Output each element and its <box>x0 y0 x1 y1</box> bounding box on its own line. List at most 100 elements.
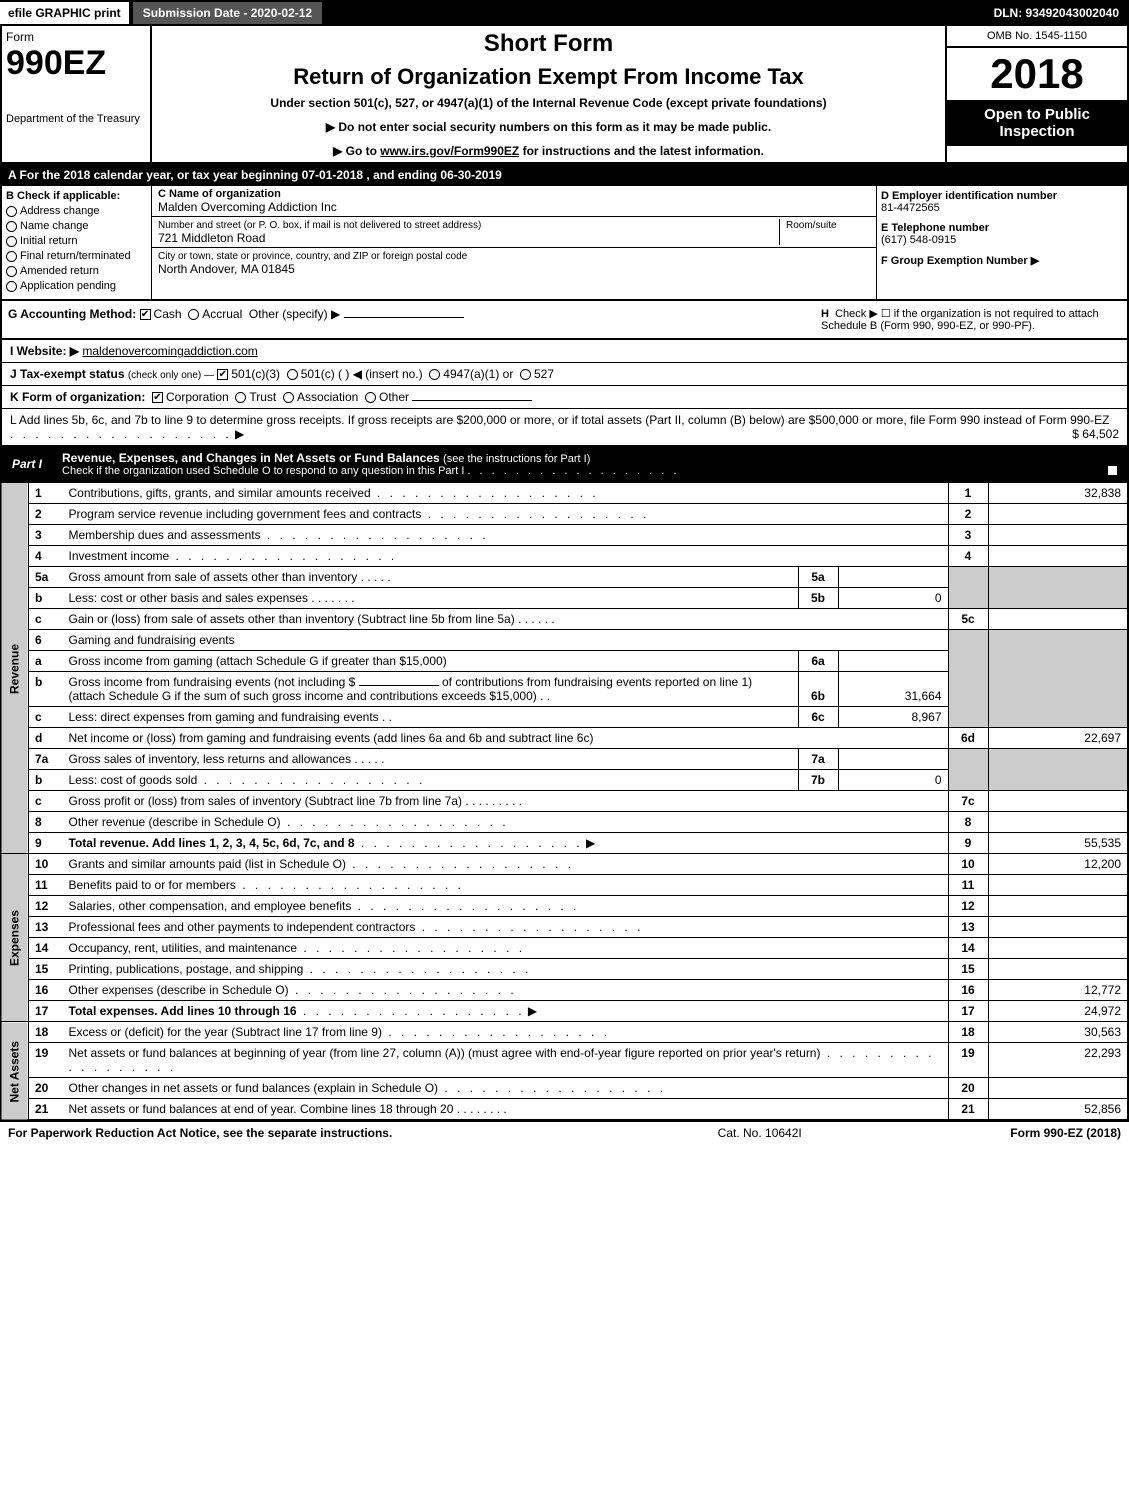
ln2-val <box>988 504 1128 525</box>
irs-link[interactable]: www.irs.gov/Form990EZ <box>380 144 519 158</box>
section-g: G Accounting Method: Cash Accrual Other … <box>8 307 821 332</box>
ln14-desc: Occupancy, rent, utilities, and maintena… <box>69 941 298 955</box>
ln10-val: 12,200 <box>988 854 1128 875</box>
chk-amended-return[interactable]: Amended return <box>6 265 147 277</box>
ln5c-desc: Gain or (loss) from sale of assets other… <box>69 612 515 626</box>
ln9-desc: Total revenue. Add lines 1, 2, 3, 4, 5c,… <box>69 836 355 850</box>
j-501c3-checkbox[interactable] <box>217 369 228 380</box>
instructions-link-line: ▶ Go to www.irs.gov/Form990EZ for instru… <box>162 144 935 158</box>
ln6b-pre: Gross income from fundraising events (no… <box>69 675 356 689</box>
footer: For Paperwork Reduction Act Notice, see … <box>0 1121 1129 1144</box>
chk-application-pending[interactable]: Application pending <box>6 280 147 292</box>
form-number: 990EZ <box>6 44 146 83</box>
line-6d: d Net income or (loss) from gaming and f… <box>1 728 1128 749</box>
section-b-header: B Check if applicable: <box>6 190 147 202</box>
ln18-desc: Excess or (deficit) for the year (Subtra… <box>69 1025 382 1039</box>
part1-table: Revenue 1 Contributions, gifts, grants, … <box>0 482 1129 1121</box>
open-to-public: Open to Public Inspection <box>947 100 1127 146</box>
section-c: C Name of organization Malden Overcoming… <box>152 186 877 299</box>
k-assoc-radio[interactable] <box>283 392 294 403</box>
ln13-val <box>988 917 1128 938</box>
form-id-block: Form 990EZ Department of the Treasury <box>2 26 152 162</box>
chk-initial-return[interactable]: Initial return <box>6 235 147 247</box>
section-k: K Form of organization: Corporation Trus… <box>0 386 1129 409</box>
g-label: G Accounting Method: <box>8 307 136 321</box>
part1-check-text: Check if the organization used Schedule … <box>62 465 464 477</box>
ln12-val <box>988 896 1128 917</box>
ln8-desc: Other revenue (describe in Schedule O) <box>69 815 281 829</box>
ln16-desc: Other expenses (describe in Schedule O) <box>69 983 289 997</box>
chk-name-change[interactable]: Name change <box>6 220 147 232</box>
line-12: 12 Salaries, other compensation, and emp… <box>1 896 1128 917</box>
street-label: Number and street (or P. O. box, if mail… <box>158 220 481 231</box>
org-name: Malden Overcoming Addiction Inc <box>158 200 870 214</box>
ln4-val <box>988 546 1128 567</box>
j-opt2: 501(c) ( ) ◀ (insert no.) <box>301 367 423 381</box>
form-header: Form 990EZ Department of the Treasury Sh… <box>0 26 1129 164</box>
period-bar: A For the 2018 calendar year, or tax yea… <box>0 164 1129 186</box>
section-h: H Check ▶ ☐ if the organization is not r… <box>821 307 1121 332</box>
ln7b-inner: 0 <box>838 770 948 791</box>
ln15-val <box>988 959 1128 980</box>
line-5c: c Gain or (loss) from sale of assets oth… <box>1 609 1128 630</box>
ln6d-val: 22,697 <box>988 728 1128 749</box>
ln7b-desc: Less: cost of goods sold <box>69 773 198 787</box>
ln15-desc: Printing, publications, postage, and shi… <box>69 962 304 976</box>
k-corp-checkbox[interactable] <box>152 392 163 403</box>
city-label: City or town, state or province, country… <box>158 251 467 262</box>
ln19-val: 22,293 <box>988 1043 1128 1078</box>
j-501c-radio[interactable] <box>287 369 298 380</box>
chk-address-change[interactable]: Address change <box>6 205 147 217</box>
j-527-radio[interactable] <box>520 369 531 380</box>
group-label: F Group Exemption Number ▶ <box>881 254 1123 267</box>
line-6: 6 Gaming and fundraising events <box>1 630 1128 651</box>
part1-checkbox[interactable] <box>1107 465 1118 476</box>
website-value[interactable]: maldenovercomingaddiction.com <box>82 344 257 358</box>
l-text: L Add lines 5b, 6c, and 7b to line 9 to … <box>10 413 1109 427</box>
part1-title-text: Revenue, Expenses, and Changes in Net As… <box>62 451 440 465</box>
revenue-side-label: Revenue <box>1 483 29 854</box>
k-trust: Trust <box>249 390 276 404</box>
ln1-num: 1 <box>29 483 63 504</box>
ln5a-desc: Gross amount from sale of assets other t… <box>69 570 358 584</box>
j-label: J Tax-exempt status <box>10 367 125 381</box>
l-arrow: ▶ <box>235 427 244 441</box>
accrual-radio[interactable] <box>188 309 199 320</box>
group-section: F Group Exemption Number ▶ <box>881 254 1123 267</box>
ln17-val: 24,972 <box>988 1001 1128 1022</box>
period-pre: A For the 2018 calendar year, or tax yea… <box>8 168 302 182</box>
ln5b-desc: Less: cost or other basis and sales expe… <box>69 591 308 605</box>
k-other-radio[interactable] <box>365 392 376 403</box>
city: North Andover, MA 01845 <box>158 262 870 276</box>
street: 721 Middleton Road <box>158 231 773 245</box>
section-i: I Website: ▶ maldenovercomingaddiction.c… <box>0 340 1129 363</box>
cash-checkbox[interactable] <box>140 309 151 320</box>
accrual-label: Accrual <box>202 307 242 321</box>
k-other-line[interactable] <box>412 400 532 401</box>
other-specify-line[interactable] <box>344 317 464 318</box>
j-opt3: 4947(a)(1) or <box>443 367 513 381</box>
line-16: 16 Other expenses (describe in Schedule … <box>1 980 1128 1001</box>
other-label: Other (specify) ▶ <box>249 307 340 321</box>
ln13-desc: Professional fees and other payments to … <box>69 920 416 934</box>
j-4947-radio[interactable] <box>429 369 440 380</box>
footer-formno: Form 990-EZ (2018) <box>1010 1126 1121 1140</box>
ln10-desc: Grants and similar amounts paid (list in… <box>69 857 346 871</box>
line-4: 4 Investment income 4 <box>1 546 1128 567</box>
ln7c-val <box>988 791 1128 812</box>
city-row: City or town, state or province, country… <box>152 248 876 278</box>
ein-label: D Employer identification number <box>881 190 1123 202</box>
form-right-block: OMB No. 1545-1150 2018 Open to Public In… <box>947 26 1127 162</box>
chk-final-return[interactable]: Final return/terminated <box>6 250 147 262</box>
h-label: H <box>821 308 829 320</box>
org-name-row: C Name of organization Malden Overcoming… <box>152 186 876 217</box>
k-trust-radio[interactable] <box>235 392 246 403</box>
section-b: B Check if applicable: Address change Na… <box>2 186 152 299</box>
ln6c-inner: 8,967 <box>838 707 948 728</box>
efile-label[interactable]: efile GRAPHIC print <box>0 2 129 24</box>
ln6b-blank[interactable] <box>359 685 439 686</box>
ssn-warning: ▶ Do not enter social security numbers o… <box>162 120 935 134</box>
tel-value: (617) 548-0915 <box>881 234 1123 246</box>
line-19: 19 Net assets or fund balances at beginn… <box>1 1043 1128 1078</box>
org-name-label: C Name of organization <box>158 188 281 200</box>
